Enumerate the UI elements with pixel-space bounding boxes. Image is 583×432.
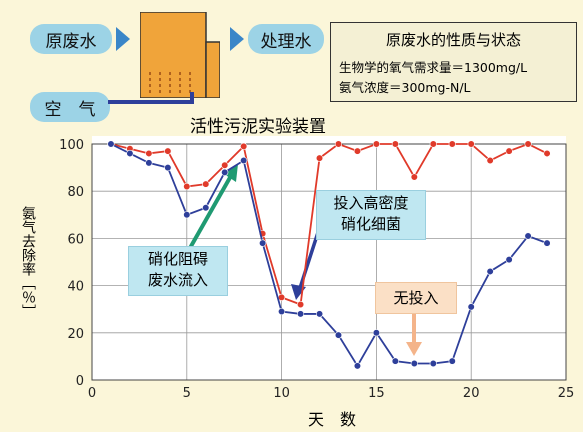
- series-1-point: [524, 140, 532, 148]
- series-2-point: [410, 359, 418, 368]
- x-tick-label: 0: [88, 386, 96, 401]
- series-2-point: [353, 362, 362, 370]
- y-tick-label: 20: [67, 327, 84, 342]
- arrow-out-icon: [230, 27, 244, 51]
- series-2-point: [183, 211, 191, 219]
- properties-ammonia: 氨气浓度＝300mg-N/L: [339, 80, 471, 95]
- callout-no-input-text: 无投入: [393, 289, 439, 307]
- callout-no-input: 无投入: [375, 282, 457, 314]
- raw-water-label: 原废水: [30, 24, 112, 54]
- series-2-point: [145, 159, 153, 167]
- no-input-arrowhead-icon: [406, 342, 422, 356]
- series-2-point: [372, 329, 381, 337]
- x-tick-label: 25: [558, 386, 575, 401]
- callout-nitrifier: 投入高密度 硝化细菌: [316, 190, 426, 240]
- inhibitor-arrow-icon: [188, 173, 234, 249]
- series-2-point: [315, 310, 324, 318]
- series-2-point: [202, 204, 210, 212]
- y-tick-label: 100: [59, 138, 84, 153]
- series-1-point: [543, 149, 551, 158]
- y-tick-label: 80: [67, 185, 84, 200]
- series-2-point: [164, 164, 172, 172]
- series-1-point: [486, 156, 494, 165]
- raw-water-text: 原废水: [45, 31, 97, 52]
- series-2-point: [467, 303, 475, 311]
- device-title: 活性污泥实验装置: [190, 117, 326, 137]
- air-pipe-vertical-icon: [190, 92, 194, 104]
- x-axis-label: 天 数: [308, 410, 357, 429]
- treated-water-text: 处理水: [260, 31, 312, 52]
- series-2-point: [259, 239, 267, 247]
- tank: [139, 11, 221, 99]
- series-2-point: [486, 267, 494, 276]
- series-line-2: [110, 143, 548, 368]
- callout-inhibitor-line1: 硝化阻碍: [147, 250, 208, 268]
- x-tick-label: 10: [273, 386, 290, 401]
- series-line-1: [110, 142, 548, 306]
- series-2-point: [524, 232, 532, 240]
- air-pipe-icon: [108, 100, 194, 104]
- x-tick-label: 15: [368, 386, 385, 401]
- callout-nitrifier-line1: 投入高密度: [333, 194, 409, 212]
- series-2-point: [505, 256, 513, 264]
- series-2-point: [448, 357, 456, 365]
- callout-inhibitor: 硝化阻碍 废水流入: [128, 246, 228, 296]
- y-tick-label: 40: [67, 280, 84, 295]
- y-tick-label: 0: [76, 374, 84, 389]
- series-2-point: [429, 359, 437, 368]
- properties-bod: 生物学的氧气需求量＝1300mg/L: [339, 60, 528, 75]
- series-1-point: [221, 161, 229, 169]
- arrow-in-icon: [116, 27, 130, 51]
- series-1-point: [467, 140, 475, 148]
- inhibitor-arrowhead-icon: [224, 164, 238, 182]
- series-1-point: [505, 147, 513, 155]
- series-2-point: [296, 310, 305, 318]
- x-tick-label: 20: [463, 386, 480, 401]
- series-2-point: [221, 168, 229, 176]
- plot-frame: [91, 143, 567, 381]
- air-text: 空 气: [44, 99, 96, 120]
- series-2-point: [334, 331, 343, 339]
- series-1-point: [240, 142, 248, 150]
- series-2-point: [543, 239, 551, 247]
- x-tick-label: 5: [183, 386, 191, 401]
- treated-water-label: 处理水: [248, 24, 324, 54]
- series-1-point: [391, 140, 399, 148]
- series-2-point: [391, 357, 399, 365]
- tank-graphic: [139, 11, 221, 99]
- series-1-point: [448, 140, 456, 148]
- series-1-point: [315, 154, 324, 162]
- series-1-point: [202, 180, 210, 188]
- y-tick-label: 60: [67, 232, 84, 247]
- series-1-point: [334, 140, 343, 148]
- series-2-point: [278, 307, 286, 316]
- series-2-point: [107, 140, 115, 148]
- callout-inhibitor-line2: 废水流入: [147, 271, 208, 289]
- properties-box: 原废水的性质与状态 生物学的氧气需求量＝1300mg/L 氨气浓度＝300mg-…: [330, 22, 577, 102]
- y-axis-label: 氨气去除率［％］: [20, 206, 36, 318]
- properties-title: 原废水的性质与状态: [385, 31, 521, 49]
- series-2-point: [240, 156, 248, 165]
- callout-nitrifier-line2: 硝化细菌: [340, 215, 401, 233]
- air-label: 空 气: [30, 92, 110, 122]
- series-1-point: [429, 140, 437, 148]
- series-1-point: [278, 293, 286, 302]
- series-1-point: [164, 147, 172, 155]
- series-1-point: [410, 173, 418, 181]
- series-1-point: [353, 147, 362, 155]
- series-1-point: [372, 140, 381, 148]
- series-1-point: [296, 300, 305, 309]
- series-1-point: [183, 182, 191, 191]
- series-2-point: [126, 149, 134, 158]
- series-1-point: [145, 149, 153, 158]
